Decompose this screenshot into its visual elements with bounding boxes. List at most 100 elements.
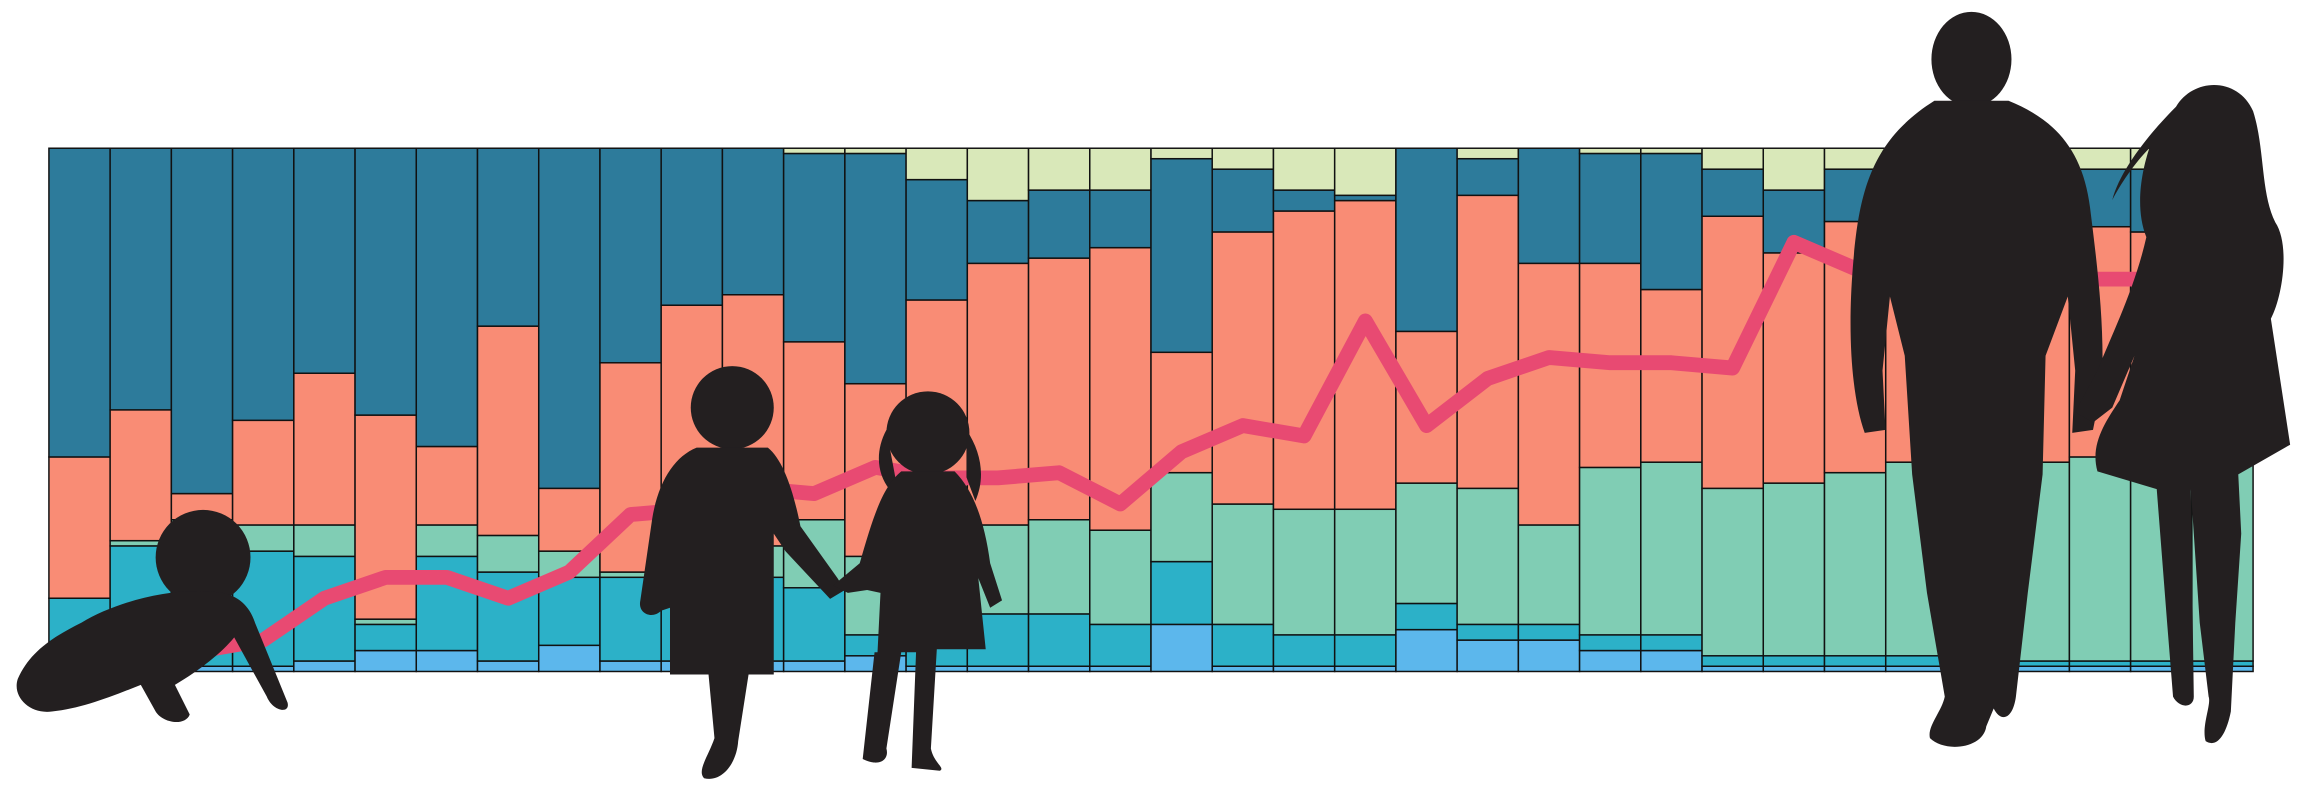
bar-segment	[1701, 215, 1765, 490]
bar-segment	[1578, 147, 1642, 155]
bar-segment	[415, 445, 479, 526]
bar-segment	[1089, 147, 1152, 191]
bar-segment	[1272, 189, 1336, 212]
bar-segment	[1578, 466, 1642, 636]
bar-segment	[48, 456, 111, 599]
bar-segment	[782, 152, 846, 343]
bar-segment	[966, 147, 1030, 202]
bar-segment	[1456, 639, 1520, 673]
bar-segment	[1640, 634, 1703, 652]
bar-segment	[1456, 487, 1520, 626]
baby-silhouette	[16, 509, 288, 723]
bar-segment	[1027, 613, 1091, 667]
bar-segment	[1823, 471, 1887, 657]
woman-silhouette	[2075, 85, 2291, 744]
bar-segment	[2068, 660, 2132, 667]
bar-segment	[1333, 508, 1397, 636]
bar-segment	[476, 534, 540, 573]
bar-segment	[109, 409, 173, 542]
bar-segment	[2068, 665, 2132, 673]
bar-segment	[721, 147, 785, 296]
bar-segment	[1640, 152, 1703, 291]
bar-segment	[1456, 623, 1520, 641]
bar-segment	[1701, 655, 1765, 667]
bar-segment	[1395, 628, 1458, 673]
bar-segment	[1456, 157, 1520, 197]
bar-segment	[1211, 503, 1275, 626]
bar-segment	[1640, 461, 1703, 636]
bar-segment	[905, 178, 969, 301]
bar-segment	[1089, 189, 1152, 249]
bar-segment	[1272, 508, 1336, 636]
girl-silhouette	[833, 391, 1003, 771]
bar-segment	[1701, 147, 1765, 170]
bar-segment	[1333, 194, 1397, 202]
bar-segment	[476, 325, 540, 537]
bar-segment	[1517, 147, 1581, 265]
bar-segment	[537, 644, 601, 673]
bar-segment	[354, 649, 418, 673]
bar-segment	[1211, 623, 1275, 667]
bar-segment	[844, 147, 907, 155]
bar-segment	[966, 199, 1030, 265]
bar-segment	[1272, 147, 1336, 191]
bar-segment	[1150, 157, 1213, 354]
bar-segment	[415, 524, 479, 558]
bar-segment	[1150, 560, 1213, 626]
silhouettes	[16, 11, 2291, 779]
bar-segment	[1640, 288, 1703, 463]
bar-segment	[537, 147, 601, 490]
bar-segment	[1395, 147, 1458, 333]
bar-segment	[966, 665, 1030, 673]
bar-segment	[1640, 649, 1703, 673]
bar-segment	[660, 147, 724, 306]
bar-segment	[1823, 655, 1887, 667]
bar-segment	[1027, 147, 1091, 191]
bar-segment	[1578, 649, 1642, 673]
bar-segment	[1027, 518, 1091, 615]
bar-segment	[354, 147, 418, 416]
bar-segment	[1517, 262, 1581, 526]
bar-segment	[1762, 655, 1826, 667]
bar-segment	[1089, 665, 1152, 673]
bar-segment	[1517, 524, 1581, 626]
bar-segment	[782, 660, 846, 673]
bar-segment	[1027, 665, 1091, 673]
bar-segment	[1884, 665, 1948, 673]
bar-segment	[1456, 194, 1520, 490]
bar-segment	[782, 147, 846, 155]
bar-segment	[354, 623, 418, 652]
boy-silhouette	[639, 366, 845, 779]
bar-segment	[476, 147, 540, 327]
bar-segment	[1272, 210, 1336, 511]
bar-segment	[1150, 623, 1213, 673]
bar-segment	[537, 487, 601, 552]
bar-segment	[1333, 665, 1397, 673]
man-silhouette	[1850, 11, 2103, 747]
bar-segment	[231, 147, 295, 422]
bar-segment	[1150, 471, 1213, 563]
bar-segment	[905, 665, 969, 673]
bar-segment	[1762, 147, 1826, 191]
bar-segment	[905, 147, 969, 181]
bar-segment	[293, 372, 356, 526]
bar-segment	[48, 147, 111, 458]
bar-segment	[415, 649, 479, 673]
bar-segment	[1272, 665, 1336, 673]
bar-segment	[1762, 665, 1826, 673]
bar-segment	[1701, 487, 1765, 657]
bar-segment	[1211, 665, 1275, 673]
bar-segment	[782, 587, 846, 662]
bar-segment	[170, 147, 234, 495]
bar-segment	[293, 660, 356, 673]
bar-segment	[1333, 147, 1397, 197]
bar-segment	[1333, 634, 1397, 667]
bar-segment	[1701, 665, 1765, 673]
bar-segment	[1884, 655, 1948, 667]
bar-segment	[1762, 482, 1826, 657]
bar-segment	[354, 618, 418, 626]
bar-segment	[599, 660, 662, 673]
bar-segment	[415, 147, 479, 448]
bar-segment	[1823, 665, 1887, 673]
